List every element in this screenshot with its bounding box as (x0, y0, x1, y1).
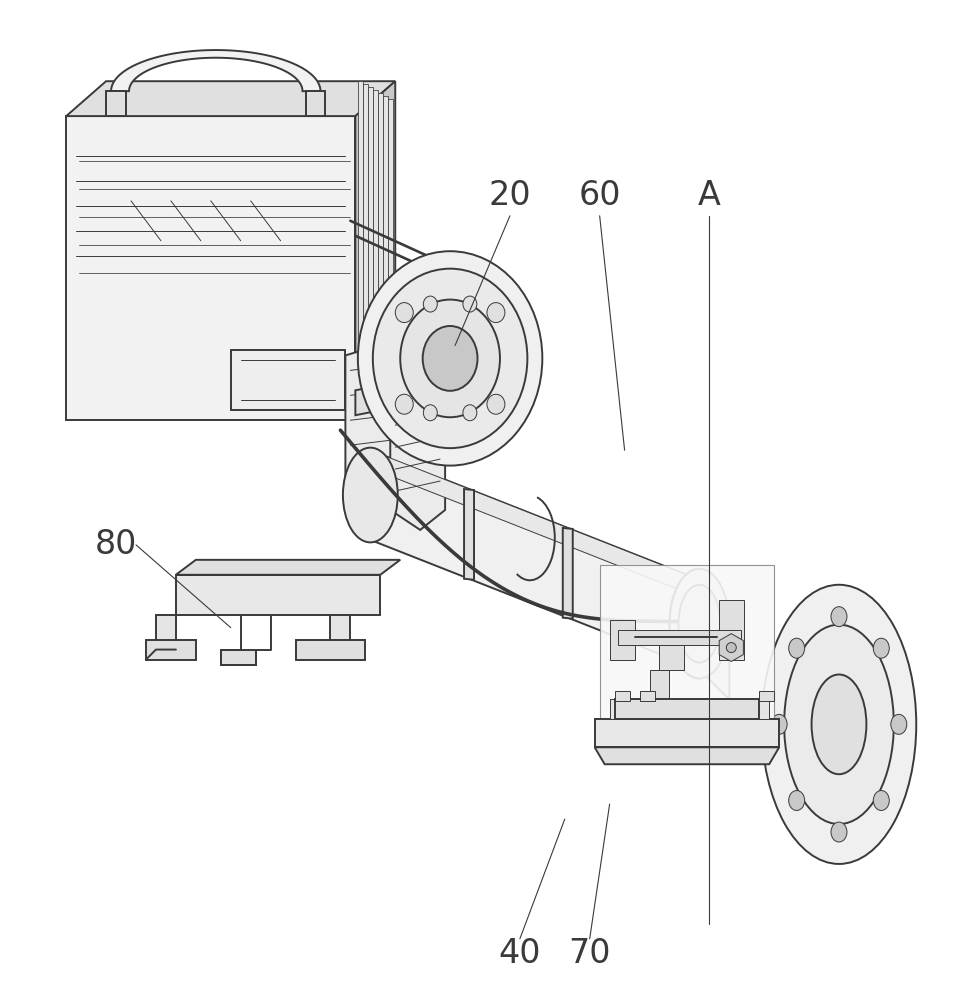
Text: 60: 60 (579, 179, 620, 212)
Polygon shape (363, 84, 369, 381)
Ellipse shape (762, 585, 917, 864)
Polygon shape (221, 650, 256, 665)
Ellipse shape (400, 300, 499, 417)
Ellipse shape (487, 394, 505, 414)
Polygon shape (464, 489, 474, 580)
Ellipse shape (831, 607, 847, 627)
Polygon shape (562, 528, 573, 619)
Polygon shape (618, 630, 741, 645)
Ellipse shape (789, 791, 804, 810)
Polygon shape (371, 450, 700, 670)
Ellipse shape (771, 714, 787, 734)
Polygon shape (230, 350, 346, 410)
Text: 80: 80 (95, 528, 137, 561)
Ellipse shape (873, 638, 890, 658)
Ellipse shape (679, 585, 720, 663)
Ellipse shape (487, 303, 505, 323)
Polygon shape (355, 81, 395, 420)
Polygon shape (146, 640, 196, 660)
Polygon shape (759, 691, 774, 701)
Polygon shape (306, 91, 325, 116)
Polygon shape (615, 691, 629, 701)
Text: 20: 20 (489, 179, 531, 212)
Polygon shape (371, 450, 700, 598)
Ellipse shape (423, 296, 438, 312)
Polygon shape (330, 615, 350, 650)
Ellipse shape (358, 251, 542, 466)
Polygon shape (599, 565, 774, 724)
Polygon shape (719, 600, 744, 660)
Ellipse shape (395, 303, 413, 323)
Ellipse shape (463, 296, 477, 312)
Polygon shape (156, 615, 176, 650)
Polygon shape (111, 50, 320, 91)
Polygon shape (650, 670, 670, 699)
Polygon shape (383, 96, 388, 385)
Ellipse shape (831, 822, 847, 842)
Polygon shape (374, 90, 378, 383)
Ellipse shape (726, 643, 737, 653)
Polygon shape (378, 93, 383, 384)
Ellipse shape (423, 326, 477, 391)
Polygon shape (610, 620, 635, 660)
Polygon shape (388, 99, 393, 386)
Ellipse shape (784, 625, 893, 824)
Polygon shape (66, 81, 395, 116)
Polygon shape (594, 747, 779, 764)
Polygon shape (659, 645, 684, 670)
Polygon shape (176, 575, 380, 615)
Ellipse shape (670, 569, 729, 678)
Ellipse shape (463, 405, 477, 421)
Text: 40: 40 (499, 937, 541, 970)
Polygon shape (355, 385, 380, 415)
Ellipse shape (423, 405, 438, 421)
Polygon shape (346, 340, 420, 510)
Polygon shape (358, 81, 363, 380)
Ellipse shape (873, 791, 890, 810)
Ellipse shape (395, 394, 413, 414)
Polygon shape (594, 719, 779, 747)
Ellipse shape (891, 714, 907, 734)
Ellipse shape (811, 674, 866, 774)
Ellipse shape (789, 638, 804, 658)
Polygon shape (610, 699, 770, 719)
Text: A: A (698, 179, 721, 212)
Polygon shape (615, 699, 759, 719)
Polygon shape (106, 91, 126, 116)
Polygon shape (640, 691, 654, 701)
Ellipse shape (343, 448, 398, 542)
Polygon shape (176, 560, 400, 575)
Polygon shape (700, 580, 729, 699)
Ellipse shape (373, 269, 528, 448)
Polygon shape (719, 634, 743, 662)
Polygon shape (369, 87, 374, 382)
Polygon shape (66, 116, 355, 420)
Polygon shape (390, 400, 445, 530)
Text: 70: 70 (568, 937, 611, 970)
Polygon shape (295, 640, 365, 660)
